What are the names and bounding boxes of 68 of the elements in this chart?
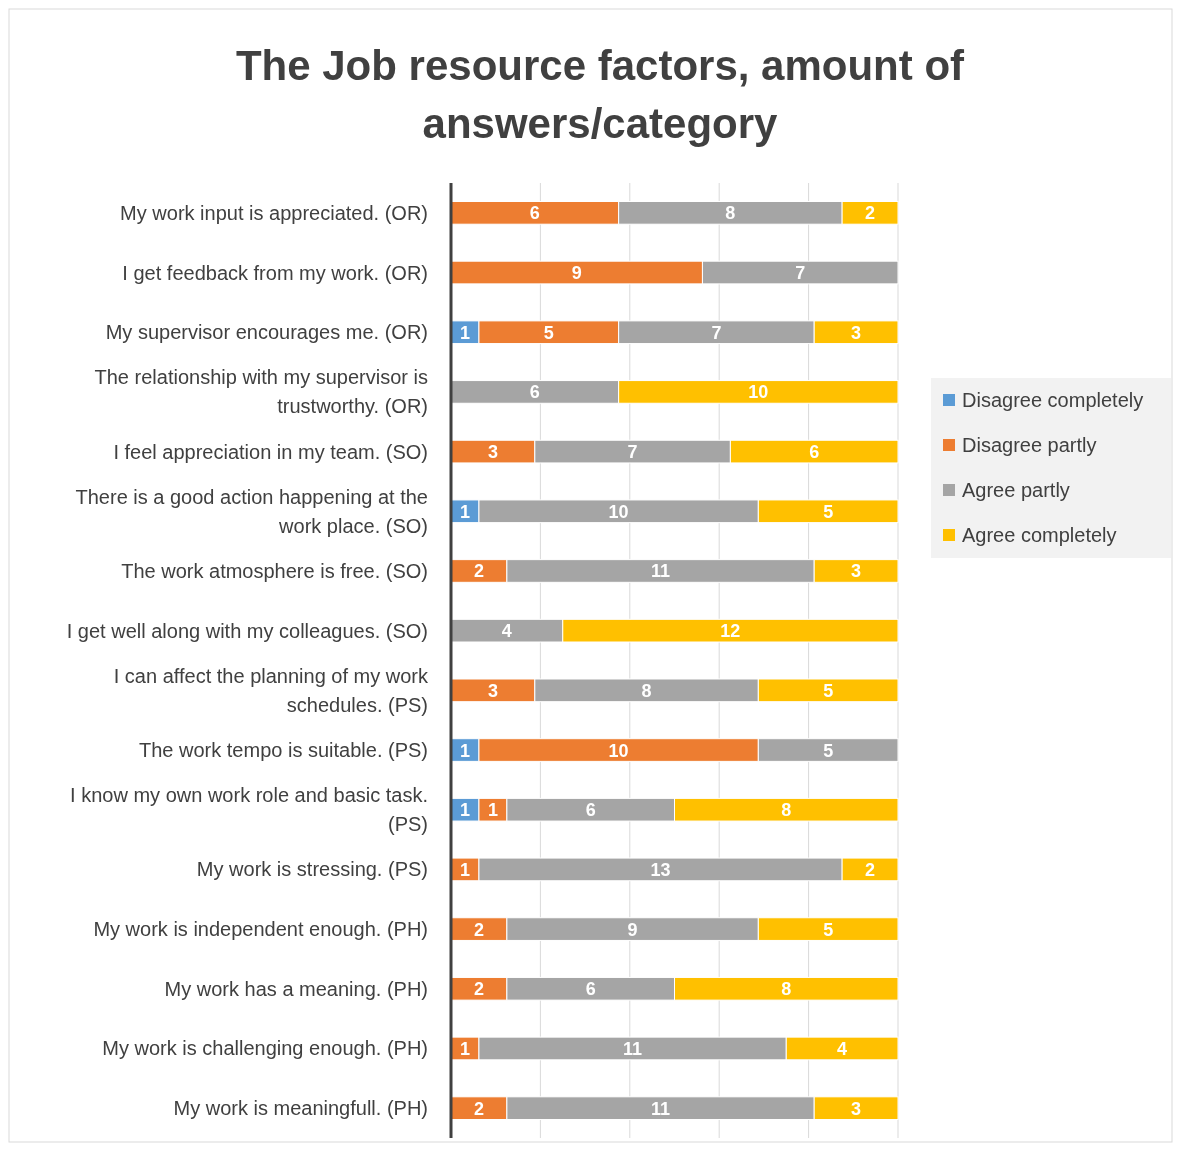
legend-label: Disagree completely xyxy=(962,389,1144,411)
legend-label: Agree partly xyxy=(962,479,1070,501)
data-label: 3 xyxy=(487,680,498,701)
chart-title: The Job resource factors, amount of answers/category xyxy=(235,42,966,147)
data-label: 6 xyxy=(529,203,540,224)
data-label: 11 xyxy=(651,1098,671,1119)
data-label: 1 xyxy=(459,1038,470,1059)
data-label: 11 xyxy=(623,1038,643,1059)
data-label: 5 xyxy=(823,680,834,701)
data-label: 6 xyxy=(809,442,820,463)
y-tick-label: I get well along with my colleagues. (SO) xyxy=(66,619,428,642)
data-label: 1 xyxy=(459,859,470,880)
data-label: 13 xyxy=(650,859,671,880)
data-label: 11 xyxy=(651,561,671,582)
data-label: 3 xyxy=(851,1098,862,1119)
data-label: 6 xyxy=(585,800,596,821)
data-label: 3 xyxy=(851,322,862,343)
legend-label: Disagree partly xyxy=(962,434,1097,456)
data-label: 2 xyxy=(473,979,484,1000)
y-tick-label: My work input is appreciated. (OR) xyxy=(120,201,428,224)
data-label: 12 xyxy=(720,621,741,642)
data-label: 6 xyxy=(529,382,540,403)
data-label: 3 xyxy=(487,442,498,463)
data-label: 5 xyxy=(823,919,834,940)
data-label: 2 xyxy=(473,561,484,582)
data-label: 8 xyxy=(725,203,736,224)
y-tick-label: I feel appreciation in my team. (SO) xyxy=(113,440,428,463)
data-label: 2 xyxy=(473,1098,484,1119)
y-tick-label: I get feedback from my work. (OR) xyxy=(122,261,428,284)
y-tick-label: My work is meaningfull. (PH) xyxy=(173,1097,428,1120)
data-label: 4 xyxy=(837,1038,848,1059)
data-label: 3 xyxy=(851,561,862,582)
data-label: 9 xyxy=(571,263,582,284)
data-label: 10 xyxy=(608,740,629,761)
data-label: 10 xyxy=(748,382,769,403)
data-label: 8 xyxy=(641,680,652,701)
data-label: 1 xyxy=(487,800,498,821)
data-label: 1 xyxy=(459,501,470,522)
y-tick-label: I know my own work role and basic task. (PS) xyxy=(70,784,428,836)
data-label: 2 xyxy=(865,203,876,224)
data-label: 6 xyxy=(585,979,596,1000)
legend-label: Agree completely xyxy=(962,524,1117,546)
data-label: 10 xyxy=(608,501,629,522)
data-label: 8 xyxy=(781,979,792,1000)
y-tick-label: The work tempo is suitable. (PS) xyxy=(139,739,428,762)
data-label: 1 xyxy=(459,800,470,821)
y-tick-label: The relationship with my supervisor is trustworthy. (OR) xyxy=(94,366,428,418)
y-tick-label: There is a good action happening at the work place. (SO) xyxy=(75,485,428,537)
data-label: 1 xyxy=(459,322,470,343)
data-label: 9 xyxy=(627,919,638,940)
data-label: 4 xyxy=(501,621,512,642)
y-tick-label: My work is independent enough. (PH) xyxy=(93,918,428,941)
y-tick-label: My work is stressing. (PS) xyxy=(196,858,428,881)
data-label: 5 xyxy=(823,501,834,522)
data-label: 2 xyxy=(865,859,876,880)
data-label: 2 xyxy=(473,919,484,940)
data-label: 7 xyxy=(627,442,638,463)
data-label: 7 xyxy=(711,322,722,343)
y-tick-label: My supervisor encourages me. (OR) xyxy=(105,321,428,344)
y-tick-label: I can affect the planning of my work schedules. (PS) xyxy=(113,664,429,716)
y-tick-label: My work is challenging enough. (PH) xyxy=(102,1037,428,1060)
data-label: 7 xyxy=(795,263,806,284)
data-label: 1 xyxy=(459,740,470,761)
y-tick-label: The work atmosphere is free. (SO) xyxy=(121,559,428,582)
data-label: 5 xyxy=(823,740,834,761)
y-tick-label: My work has a meaning. (PH) xyxy=(164,977,428,1000)
data-label: 8 xyxy=(781,800,792,821)
data-label: 5 xyxy=(543,322,554,343)
